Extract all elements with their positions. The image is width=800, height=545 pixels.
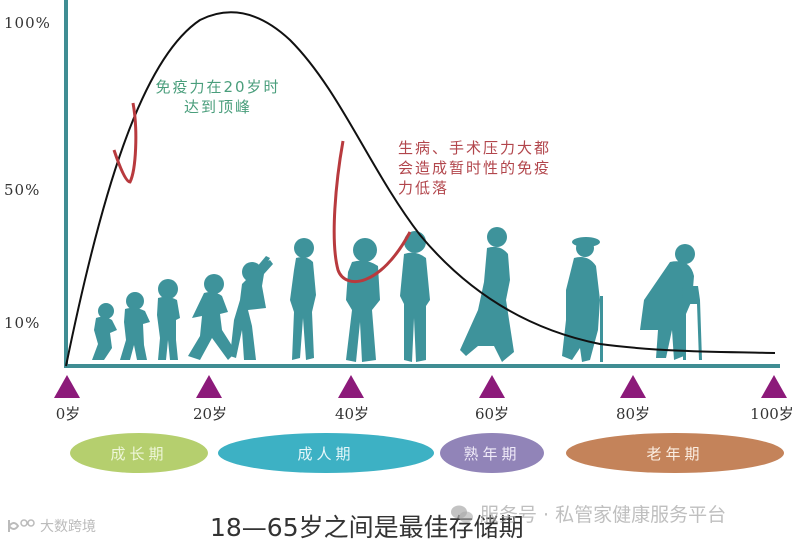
silhouette-child-walking [188,274,236,360]
silhouette-elder-with-cane [562,237,603,362]
x-label-60: 60岁 [474,405,510,423]
x-label-40: 40岁 [334,405,370,423]
peak-annotation-line-1: 免疫力在20岁时 [155,78,281,96]
silhouette-adult-woman [346,238,380,362]
marker-40 [338,375,364,398]
y-label-50: 50% [4,181,41,199]
marker-100 [761,375,787,398]
silhouette-toddler-2 [157,279,180,360]
wechat-icon [451,505,473,522]
x-label-80: 80岁 [615,405,651,423]
dip-annotation-line-1: 生病、手术压力大都 [398,139,552,157]
x-label-20: 20岁 [192,405,228,423]
marker-80 [620,375,646,398]
y-label-100: 100% [4,14,51,32]
phase-adult: 成人期 [218,433,434,473]
brand-logo-icon [8,519,35,532]
age-markers [54,375,787,398]
silhouette-teen-girl [290,238,316,360]
watermark-service-account: 服务号 · 私管家健康服务平台 [450,500,726,527]
y-label-10: 10% [4,314,41,332]
immunity-curve [65,11,776,367]
peak-annotation: 免疫力在20岁时 达到顶峰 [148,77,288,117]
dip-curve-adulthood [332,140,412,284]
phase-elderly: 老年期 [566,433,784,473]
watermark-brand-text: 大数跨境 [40,519,96,535]
dip-curve-childhood [112,102,138,184]
phase-mature: 熟年期 [440,433,544,473]
age-silhouettes [92,227,702,362]
dip-annotation-line-3: 力低落 [398,179,450,197]
dip-annotation: 生病、手术压力大都 会造成暂时性的免疫 力低落 [398,138,573,198]
peak-annotation-line-2: 达到顶峰 [183,98,252,116]
silhouette-baby [92,303,117,360]
silhouette-girl-arms-up [230,256,273,360]
x-label-100: 100岁 [750,405,794,423]
silhouette-toddler-1 [120,292,150,360]
watermark-brand: 大数跨境 [6,516,96,536]
silhouette-middle-aged-man [400,231,430,362]
marker-0 [54,375,80,398]
marker-20 [196,375,222,398]
silhouette-elder-with-walker [640,244,702,360]
dip-annotation-line-2: 会造成暂时性的免疫 [398,159,552,177]
silhouette-woman-walking [460,227,514,362]
marker-60 [479,375,505,398]
watermark-service-text: 服务号 · 私管家健康服务平台 [480,504,727,526]
phase-growth: 成长期 [70,433,208,473]
x-label-0: 0岁 [55,405,81,423]
